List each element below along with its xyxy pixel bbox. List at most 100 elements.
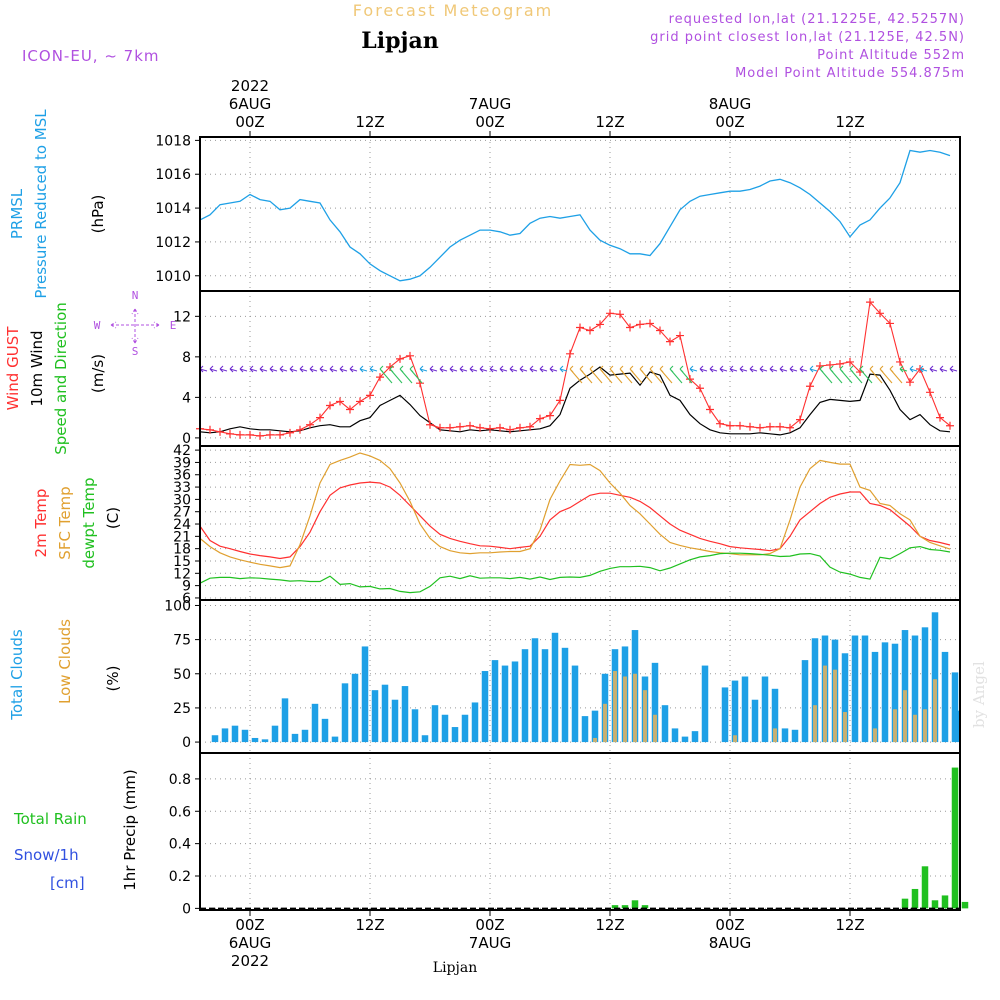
panel-border (199, 752, 961, 911)
wind-direction-barb (619, 365, 633, 384)
wind-gust-marker (276, 430, 284, 439)
y-tick-label: 1014 (155, 201, 191, 217)
wind-direction-barb (739, 365, 748, 373)
total-clouds-bar (481, 671, 489, 743)
wind-direction-barb (709, 365, 718, 373)
rain-bar (951, 767, 959, 909)
wind-direction-barb (769, 365, 778, 373)
panel-pressure: 1010 1012 1014 1016 1018 PRMSL Pressure Reduce… (8, 109, 960, 299)
wind-direction-barb (389, 365, 403, 384)
time-label-bottom: 7AUG (469, 934, 511, 952)
wind-gust-marker (896, 357, 904, 366)
y-tick-label: 1018 (155, 133, 191, 149)
wind-gust-marker (656, 326, 664, 335)
wind-direction-barb (889, 365, 903, 384)
wind-gust-marker (346, 405, 354, 414)
wind-direction-barb (659, 365, 673, 384)
wind-gust-marker (446, 423, 454, 432)
rain-bar (931, 900, 939, 909)
compass-east: E (170, 319, 177, 332)
total-clouds-bar (931, 612, 939, 743)
total-clouds-bar (661, 705, 669, 743)
y-tick-label: 27 (173, 505, 191, 521)
time-label-top: 8AUG (709, 95, 751, 113)
total-clouds-bar (241, 729, 249, 743)
wind-direction-barb (719, 365, 728, 373)
total-clouds-bar (741, 676, 749, 743)
total-clouds-bar (371, 690, 379, 743)
wind-gust-marker (456, 422, 464, 431)
wind-direction-barb (689, 365, 698, 373)
wind-direction-barb (239, 365, 248, 373)
y-tick-label: 75 (173, 633, 191, 649)
total-clouds-bar (231, 725, 239, 743)
requested-point: requested lon,lat (21.1225E, 42.5257N) (669, 12, 965, 27)
low-clouds-bar (813, 705, 817, 743)
wind-gust-marker (836, 359, 844, 368)
bottom-location: Lipjan (433, 960, 477, 976)
precip-label-snow: Snow/1h (14, 846, 79, 864)
wind-direction-barb (539, 365, 548, 373)
wind-gust-marker (376, 373, 384, 382)
wind-direction-barb (929, 365, 938, 373)
wind-gust-marker (236, 430, 244, 439)
total-clouds-bar (781, 728, 789, 743)
y-tick-label: 0 (182, 431, 191, 447)
total-clouds-bar (441, 714, 449, 743)
y-tick-label: 25 (173, 701, 191, 717)
total-clouds-bar (361, 646, 369, 743)
y-tick-label: 50 (173, 667, 191, 683)
y-tick-label: 12 (173, 566, 191, 582)
total-clouds-bar (551, 632, 559, 743)
wind-direction-barb (729, 365, 738, 373)
wind-direction-barb (449, 365, 458, 373)
compass-west: W (94, 319, 101, 332)
total-clouds-bar (301, 729, 309, 743)
wind-gust-marker (486, 424, 494, 433)
y-tick-label: 1012 (155, 235, 191, 251)
total-clouds-bar (771, 688, 779, 743)
wind-direction-barb (459, 365, 468, 373)
total-clouds-bar (891, 643, 899, 743)
total-clouds-bar (401, 686, 409, 743)
total-clouds-bar (561, 647, 569, 743)
wind-gust-marker (396, 354, 404, 363)
wind-gust-marker (426, 420, 434, 429)
wind-direction-barb (679, 365, 693, 384)
wind-gust-marker (366, 391, 374, 400)
y-tick-label: 0.6 (169, 804, 191, 820)
wind-direction-barb (289, 365, 298, 373)
total-clouds-bar (901, 630, 909, 743)
low-clouds-bar (653, 714, 657, 743)
total-clouds-bar (811, 638, 819, 743)
y-tick-label: 1010 (155, 269, 191, 285)
y-tick-label: 15 (173, 554, 191, 570)
time-label-bottom: 00Z (475, 916, 504, 934)
wind-direction-barb (199, 365, 208, 373)
wind-direction-barb (209, 365, 218, 373)
low-clouds-bar (633, 673, 637, 743)
low-clouds-bar (873, 728, 877, 743)
total-clouds-bar (731, 680, 739, 743)
wind-gust-marker (526, 422, 534, 431)
wind-gust-marker (586, 326, 594, 335)
wind-gust-marker (576, 323, 584, 332)
wind-gust-marker (666, 337, 674, 346)
wind-gust-marker (766, 422, 774, 431)
clouds-unit: (%) (104, 666, 122, 692)
temp-2m-line (199, 481, 951, 560)
wind-direction-barb (369, 365, 378, 373)
y-tick-label: 18 (173, 542, 191, 558)
wind-gust-marker (436, 423, 444, 432)
time-label-top: 00Z (475, 113, 504, 131)
wind-gust-marker (846, 357, 854, 366)
wind-direction-barb (829, 365, 843, 384)
wind-direction-barb (509, 365, 518, 373)
time-label-bottom: 12Z (355, 916, 384, 934)
credit: by Angel (970, 661, 988, 728)
wind-direction-barb (669, 365, 683, 384)
total-clouds-bar (911, 635, 919, 743)
y-tick-label: 8 (182, 350, 191, 366)
wind-gust-marker (676, 331, 684, 340)
wind-gust-marker (326, 401, 334, 410)
